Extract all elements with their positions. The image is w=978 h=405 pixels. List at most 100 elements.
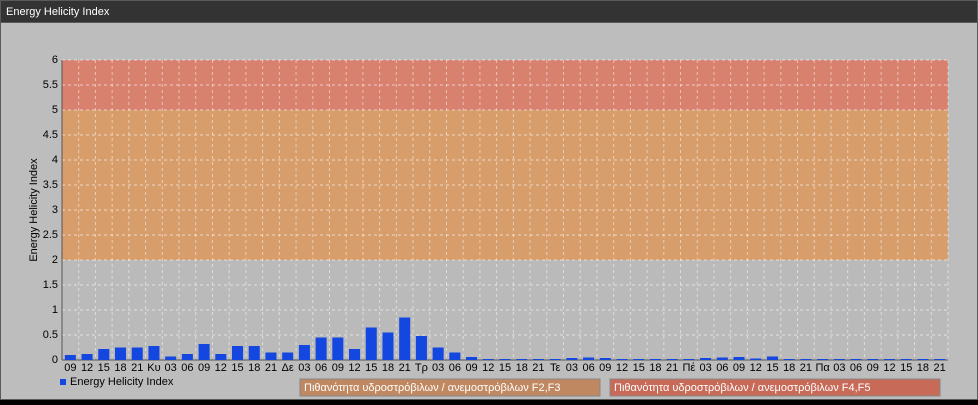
bar (282, 352, 294, 360)
x-tick-label: 15 (900, 362, 912, 374)
bar (432, 347, 444, 360)
bar (750, 358, 762, 360)
y-tick-label: 0 (52, 354, 58, 366)
bar (883, 359, 896, 360)
bar (181, 354, 193, 360)
y-tick-label: 6 (52, 54, 58, 66)
bar (332, 337, 344, 360)
x-tick-label: 15 (499, 362, 511, 374)
bar (399, 317, 411, 360)
bar (633, 359, 645, 360)
bar (683, 359, 695, 360)
x-tick-label: 18 (516, 362, 528, 374)
bar (716, 357, 728, 360)
x-tick-label: 15 (231, 362, 243, 374)
band-legend-label: Πιθανότητα υδροστρόβιλων / ανεμοστρόβιλω… (614, 382, 871, 394)
x-tick-label: Τρ (415, 362, 428, 374)
x-tick-label: 12 (482, 362, 494, 374)
x-tick-label: 09 (332, 362, 344, 374)
bar (449, 352, 461, 360)
x-tick-label: 03 (298, 362, 310, 374)
bar (315, 337, 327, 360)
title-bar (1, 1, 977, 22)
bar (265, 352, 277, 360)
x-tick-label: 06 (582, 362, 594, 374)
x-tick-label: 03 (566, 362, 578, 374)
x-tick-label: 12 (348, 362, 360, 374)
x-tick-label: 03 (165, 362, 177, 374)
bar (232, 346, 244, 360)
x-tick-label: 15 (766, 362, 778, 374)
x-tick-label: 12 (215, 362, 227, 374)
bar (516, 359, 528, 360)
y-tick-label: 5.5 (43, 79, 58, 91)
bar (599, 358, 611, 360)
x-tick-label: 06 (850, 362, 862, 374)
x-tick-label: 09 (599, 362, 611, 374)
x-tick-label: 15 (365, 362, 377, 374)
bar (700, 358, 712, 360)
x-tick-label: Πέ (682, 362, 695, 374)
bar (298, 345, 310, 360)
x-tick-label: 09 (465, 362, 477, 374)
y-tick-label: 3.5 (43, 179, 58, 191)
band-legend-box (609, 378, 941, 397)
band-legend-box (299, 378, 601, 397)
x-tick-label: 12 (81, 362, 93, 374)
x-tick-label: 06 (716, 362, 728, 374)
x-tick-label: 18 (649, 362, 661, 374)
x-tick-label: 15 (633, 362, 645, 374)
bar (198, 344, 210, 360)
bar (248, 346, 260, 360)
bar (466, 357, 478, 360)
bar (148, 346, 160, 360)
x-tick-label: 09 (198, 362, 210, 374)
x-tick-label: 12 (883, 362, 895, 374)
x-tick-label: 18 (382, 362, 394, 374)
bar (165, 356, 177, 360)
x-tick-label: 21 (131, 362, 143, 374)
bar (131, 347, 143, 360)
bar (666, 359, 678, 360)
bar (649, 359, 661, 360)
x-tick-label: 03 (833, 362, 845, 374)
x-tick-label: 18 (248, 362, 260, 374)
bar (114, 347, 127, 360)
x-tick-label: 03 (432, 362, 444, 374)
y-axis-label: Energy Helicity Index (28, 158, 40, 262)
bar (867, 359, 879, 360)
y-tick-label: 1 (52, 304, 58, 316)
x-tick-label: 21 (800, 362, 812, 374)
x-tick-label: 18 (917, 362, 929, 374)
bar (766, 356, 778, 360)
bar (64, 355, 76, 360)
legend-label: Energy Helicity Index (70, 376, 174, 388)
x-tick-label: Κυ (147, 362, 160, 374)
bar (583, 357, 595, 360)
bar (850, 359, 862, 360)
x-tick-label: 06 (181, 362, 193, 374)
x-tick-label: 21 (532, 362, 544, 374)
bar (382, 332, 394, 360)
bar (349, 349, 361, 360)
bar (365, 327, 377, 360)
y-tick-label: 3 (52, 204, 58, 216)
y-tick-label: 2 (52, 254, 58, 266)
bar (566, 358, 578, 360)
x-tick-label: 12 (616, 362, 628, 374)
bar (783, 359, 795, 360)
x-tick-label: 03 (699, 362, 711, 374)
band-legend-label: Πιθανότητα υδροστρόβιλων / ανεμοστρόβιλω… (304, 382, 561, 394)
bar (415, 336, 427, 360)
x-tick-label: 21 (934, 362, 946, 374)
bar (917, 359, 929, 360)
x-tick-label: Δε (282, 362, 294, 374)
y-tick-label: 4 (52, 154, 58, 166)
bar (499, 359, 511, 360)
x-tick-label: Πα (815, 362, 830, 374)
x-tick-label: 18 (114, 362, 126, 374)
bar (900, 359, 912, 360)
x-tick-label: 21 (265, 362, 277, 374)
bar (549, 359, 561, 360)
y-tick-label: 2.5 (43, 229, 58, 241)
